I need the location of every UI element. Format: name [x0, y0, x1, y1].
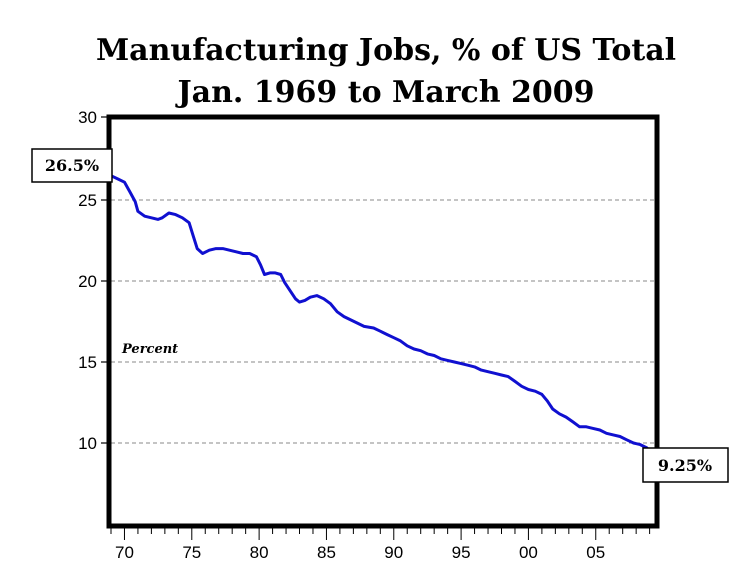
y-tick-label-30: 30 — [78, 108, 97, 127]
x-tick-label-1975: 75 — [182, 543, 201, 562]
x-tick-label-2000: 00 — [519, 543, 538, 562]
series-line-0 — [109, 174, 654, 457]
y-axis: 10 15 20 25 30 — [78, 108, 109, 453]
x-tick-label-2005: 05 — [586, 543, 605, 562]
x-tick-label-1980: 80 — [250, 543, 269, 562]
chart-subtitle: Jan. 1969 to March 2009 — [174, 75, 594, 110]
series-layer — [109, 174, 654, 457]
start-value-label: 26.5% — [45, 156, 99, 175]
y-tick-label-10: 10 — [78, 434, 97, 453]
y-tick-label-15: 15 — [78, 353, 97, 372]
x-tick-label-1985: 85 — [317, 543, 336, 562]
x-axis: 70 75 80 85 90 95 00 05 — [110, 527, 651, 562]
end-value-label: 9.25% — [658, 456, 712, 475]
end-value-box — [642, 447, 729, 483]
x-tick-label-1990: 90 — [384, 543, 403, 562]
y-tick-label-25: 25 — [78, 191, 97, 210]
end-value-callout: 9.25% — [642, 447, 729, 483]
chart-title: Manufacturing Jobs, % of US Total — [96, 33, 676, 68]
x-tick-label-1970: 70 — [115, 543, 134, 562]
start-value-box — [31, 148, 113, 183]
y-tick-label-20: 20 — [78, 272, 97, 291]
x-tick-label-1995: 95 — [452, 543, 471, 562]
plot-frame — [106, 114, 660, 529]
start-value-callout: 26.5% — [31, 148, 113, 183]
y-axis-unit-label: Percent — [121, 342, 178, 357]
